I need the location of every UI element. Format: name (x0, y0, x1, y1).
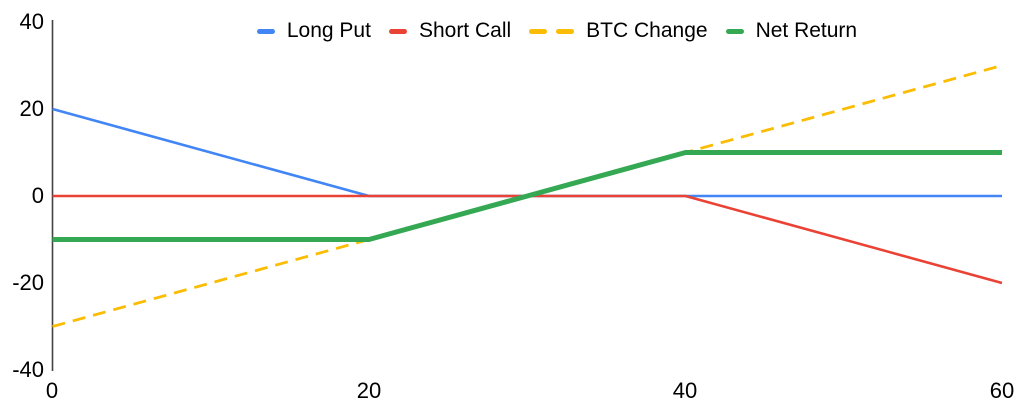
legend-label-net-return: Net Return (755, 19, 858, 42)
legend-dash-icon (529, 28, 548, 34)
legend-label-btc-change: BTC Change (586, 19, 708, 42)
x-axis-tick-label: 40 (672, 378, 698, 403)
legend-item-net-return[interactable]: Net Return (725, 19, 858, 43)
legend-item-short-call[interactable]: Short Call (388, 19, 512, 43)
legend-swatch-net-return (725, 28, 744, 34)
x-axis-tick-label: 0 (45, 378, 59, 403)
y-axis-tick-label: 20 (19, 96, 44, 121)
series-line-net-return (52, 150, 1002, 242)
chart-legend: Long Put Short Call BTC Change Net Retur… (90, 16, 1024, 46)
legend-swatch-btc-change (529, 28, 575, 34)
series-line-short-call (52, 194, 1003, 285)
legend-item-btc-change[interactable]: BTC Change (529, 19, 708, 43)
legend-dash-icon (556, 28, 575, 34)
y-axis-tick-label: -40 (12, 357, 44, 382)
x-axis-tick-label: 20 (356, 378, 382, 403)
y-axis-tick-label: 40 (19, 9, 44, 34)
legend-swatch-long-put (256, 28, 275, 34)
legend-label-short-call: Short Call (418, 19, 512, 42)
legend-item-long-put[interactable]: Long Put (256, 19, 371, 43)
y-axis-tick-label: 0 (31, 183, 44, 208)
legend-label-long-put: Long Put (286, 19, 371, 42)
legend-swatch-short-call (388, 28, 407, 34)
x-axis-tick-label: 60 (989, 378, 1015, 403)
y-axis-tick-label: -20 (12, 270, 44, 295)
